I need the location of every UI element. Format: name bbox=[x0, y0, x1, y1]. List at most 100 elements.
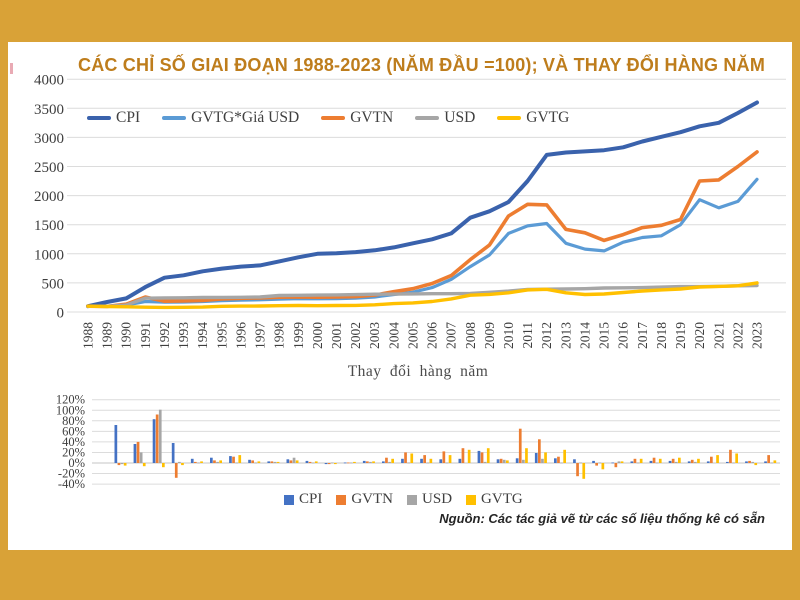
bar-CPI-2023 bbox=[764, 461, 767, 463]
x-axis-year-label: 2013 bbox=[558, 322, 573, 349]
bar-USD-2015 bbox=[617, 461, 621, 463]
x-axis-year-label: 1991 bbox=[138, 322, 153, 349]
bar-USD-2008 bbox=[483, 461, 487, 463]
bar-CPI-2000 bbox=[324, 463, 328, 465]
bar-CPI-1990 bbox=[133, 444, 137, 463]
x-axis-year-label: 1996 bbox=[233, 322, 248, 349]
bar-CPI-1991 bbox=[152, 419, 156, 463]
series-line-GVTG bbox=[86, 281, 759, 310]
x-axis-year-label: 2002 bbox=[348, 322, 363, 349]
bar-GVTN-1997 bbox=[270, 461, 274, 463]
x-axis-year-label: 2022 bbox=[730, 322, 745, 349]
y-axis-tick-label: 2500 bbox=[34, 160, 64, 176]
bar-GVTG-2005 bbox=[429, 458, 433, 463]
x-axis-year-label: 1992 bbox=[157, 322, 172, 349]
bar-CPI-2012 bbox=[554, 458, 557, 463]
bar-CPI-2001 bbox=[343, 462, 347, 464]
bar-GVTG-2006 bbox=[448, 455, 452, 463]
legend-item-GVTG*Giá USD: GVTG*Giá USD bbox=[162, 109, 299, 127]
y-axis-tick-label: 4000 bbox=[34, 73, 64, 89]
y-axis-tick-label: 1000 bbox=[34, 247, 64, 263]
bar-GVTG-2017 bbox=[658, 458, 662, 463]
bar-USD-2006 bbox=[445, 462, 449, 464]
bar-GVTN-1999 bbox=[308, 461, 312, 463]
bar-CPI-2010 bbox=[515, 458, 519, 463]
bar-GVTN-2010 bbox=[518, 428, 522, 463]
bar-GVTG-1997 bbox=[276, 461, 280, 463]
x-axis-year-label: 2017 bbox=[635, 322, 650, 349]
bar-USD-2012 bbox=[560, 462, 563, 464]
x-axis-year-label: 1988 bbox=[81, 322, 96, 349]
page-title: CÁC CHỈ SỐ GIAI ĐOẠN 1988-2023 (NĂM ĐẦU … bbox=[78, 55, 792, 76]
bar-GVTN-1992 bbox=[174, 463, 178, 478]
bar-GVTN-2007 bbox=[461, 448, 465, 463]
bar-USD-2003 bbox=[388, 461, 391, 463]
pct-axis-tick-label: 120% bbox=[56, 393, 85, 407]
bar-GVTN-2016 bbox=[633, 458, 637, 463]
legend-label: GVTG bbox=[526, 109, 570, 126]
bar-GVTG-1999 bbox=[314, 461, 318, 463]
bar-CPI-2002 bbox=[362, 460, 366, 463]
x-axis-year-label: 1993 bbox=[176, 322, 191, 349]
bar-GVTN-2008 bbox=[480, 452, 484, 463]
bar-GVTN-1994 bbox=[213, 460, 216, 463]
bar-CPI-2009 bbox=[496, 459, 500, 463]
charts-svg: 0 500 1000 1500 2000 2500 3000 3500 4000 1988 1989… bbox=[34, 73, 786, 491]
bar-USD-1997 bbox=[273, 461, 277, 463]
chart-panel: 0 500 1000 1500 2000 2500 3000 3500 4000 1988 1989… bbox=[8, 42, 792, 550]
bar-GVTG-2000 bbox=[334, 463, 337, 465]
bar-chart-title: Thay đổi hàng năm bbox=[347, 363, 489, 380]
legend-square-swatch bbox=[336, 494, 347, 505]
bar-GVTN-1998 bbox=[289, 460, 293, 463]
bar-CPI-1996 bbox=[248, 459, 251, 463]
bar-CPI-2004 bbox=[401, 458, 404, 463]
bar-GVTN-2017 bbox=[652, 457, 656, 463]
bar-CPI-1993 bbox=[190, 458, 194, 463]
bar-USD-1989 bbox=[120, 463, 124, 465]
bar-GVTG-1992 bbox=[181, 463, 184, 466]
bar-GVTG-2015 bbox=[620, 461, 624, 463]
bar-USD-2017 bbox=[655, 462, 659, 464]
bar-CPI-2008 bbox=[477, 450, 481, 463]
bar-GVTN-2002 bbox=[366, 461, 369, 463]
bar-GVTG-1989 bbox=[123, 463, 127, 466]
pct-axis-tick-label: 40% bbox=[62, 435, 85, 449]
bar-CPI-1997 bbox=[267, 461, 271, 463]
bar-USD-1999 bbox=[311, 462, 315, 464]
bar-USD-2021 bbox=[732, 462, 735, 464]
bar-CPI-2020 bbox=[706, 461, 710, 463]
pct-axis-tick-label: 60% bbox=[62, 424, 85, 438]
edge-artifact-mark bbox=[10, 63, 13, 74]
bar-GVTG-1994 bbox=[219, 460, 222, 463]
bar-CPI-2006 bbox=[439, 459, 443, 463]
bar-USD-2016 bbox=[636, 462, 640, 464]
x-axis-year-label: 2015 bbox=[597, 322, 612, 349]
bar-GVTG-2007 bbox=[467, 449, 471, 463]
bar-GVTG-1995 bbox=[238, 455, 242, 463]
bar-GVTG-1991 bbox=[162, 463, 165, 468]
x-axis-year-label: 2020 bbox=[692, 322, 707, 349]
x-axis-year-label: 2010 bbox=[501, 322, 516, 349]
x-axis-year-label: 1995 bbox=[214, 322, 229, 349]
legend-square-swatch bbox=[407, 494, 418, 505]
pct-axis-tick-label: -40% bbox=[58, 477, 85, 491]
x-axis-year-label: 2007 bbox=[444, 322, 459, 349]
bar-USD-2019 bbox=[694, 461, 697, 463]
bar-GVTG-2021 bbox=[735, 453, 738, 463]
bar-GVTN-1989 bbox=[117, 463, 121, 466]
bar-CPI-2014 bbox=[592, 460, 595, 463]
bar-chart-legend: CPI GVTN USD GVTG bbox=[284, 491, 523, 508]
x-axis-year-label: 1989 bbox=[100, 322, 115, 349]
bar-GVTG-2010 bbox=[525, 448, 528, 463]
legend-item-USD: USD bbox=[415, 109, 475, 127]
bar-CPI-1999 bbox=[305, 460, 309, 463]
pct-axis-tick-label: 20% bbox=[62, 445, 85, 459]
legend-item-CPI: CPI bbox=[284, 491, 322, 508]
bar-GVTN-2015 bbox=[614, 463, 618, 468]
bar-GVTG-2003 bbox=[391, 458, 394, 463]
bar-USD-1998 bbox=[292, 457, 296, 463]
bar-GVTN-1996 bbox=[251, 460, 254, 463]
legend-label: USD bbox=[422, 491, 453, 507]
legend-label: CPI bbox=[116, 109, 141, 126]
y-axis-tick-label: 500 bbox=[42, 276, 65, 292]
